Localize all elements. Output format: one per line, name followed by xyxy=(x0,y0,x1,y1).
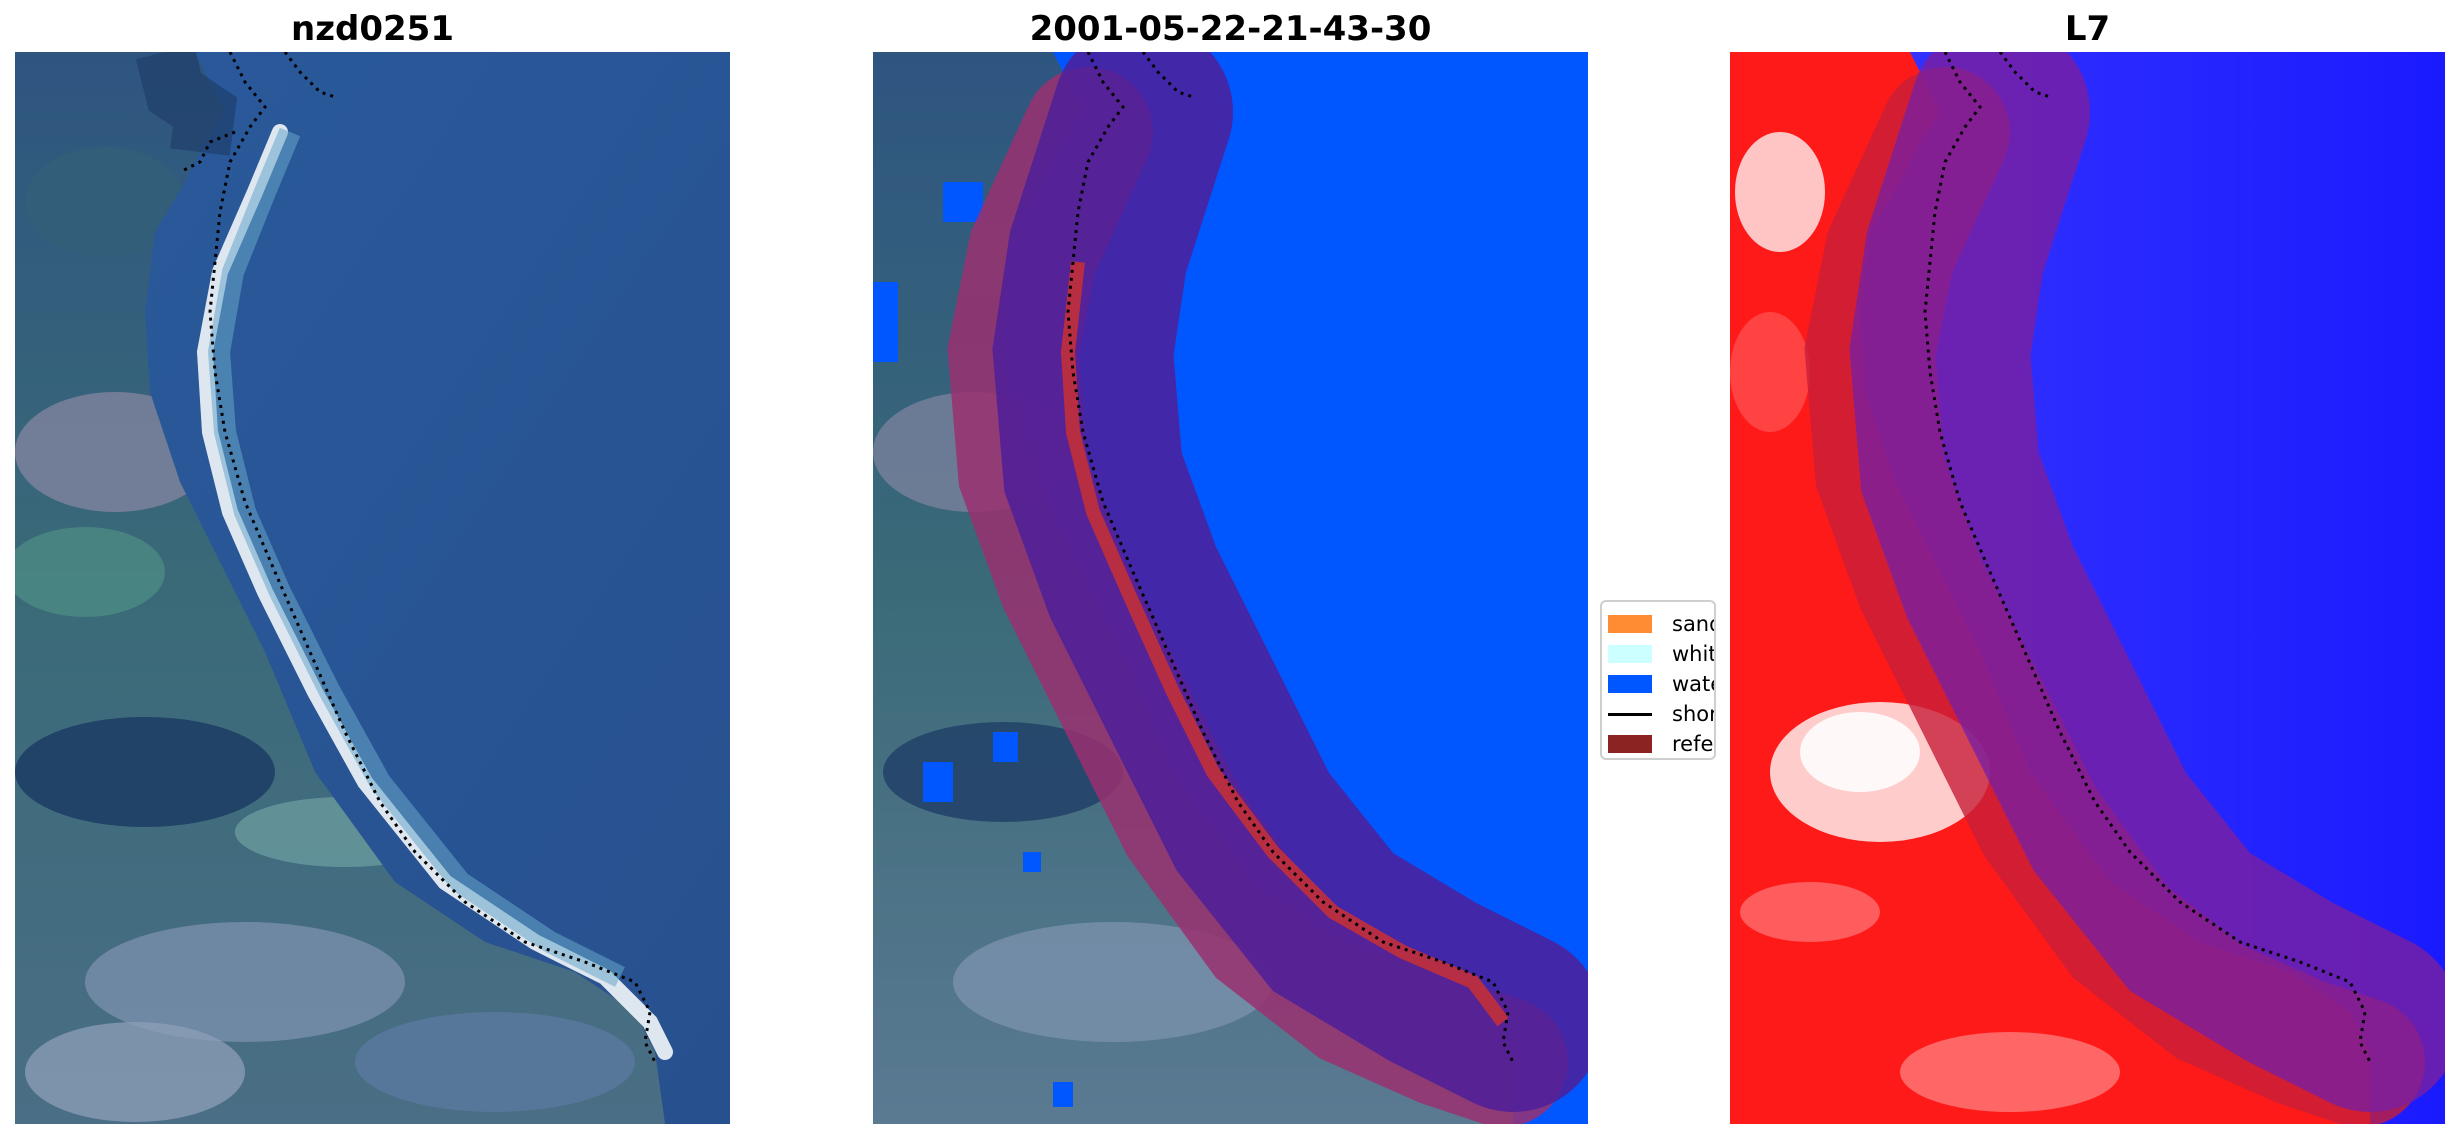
legend-label-reference-buffer: reference shoreline buffer xyxy=(1672,732,1714,756)
rgb-image-panel xyxy=(15,52,730,1124)
shoreline-line xyxy=(179,52,657,1063)
legend-swatch-whitewater xyxy=(1608,645,1652,663)
legend-label-shoreline: shoreline xyxy=(1672,702,1716,726)
panel-title-index: L7 xyxy=(2064,9,2111,49)
legend-swatch-sand xyxy=(1608,615,1652,633)
panel-title-rgb: nzd0251 xyxy=(291,9,454,49)
legend-item-water: water xyxy=(1608,672,1714,696)
legend-label-sand: sand xyxy=(1672,612,1714,636)
legend-item-sand: sand xyxy=(1608,612,1714,636)
index-map xyxy=(1730,52,2445,1124)
legend-label-whitewater: whitewater xyxy=(1672,642,1716,666)
classified-map xyxy=(873,52,1588,1124)
legend-item-reference-buffer: reference shoreline buffer xyxy=(1608,732,1714,756)
rgb-satellite-image xyxy=(15,52,730,1124)
classified-image-panel xyxy=(873,52,1588,1124)
index-shoreline-line xyxy=(1923,52,2372,1063)
legend-swatch-water xyxy=(1608,675,1652,693)
legend-swatch-reference-buffer xyxy=(1608,735,1652,753)
legend-label-water: water xyxy=(1672,672,1714,696)
index-image-panel xyxy=(1730,52,2445,1124)
legend-item-whitewater: whitewater xyxy=(1608,642,1716,666)
legend-swatch-shoreline xyxy=(1608,713,1652,716)
classified-shoreline-line xyxy=(1066,52,1515,1063)
legend-item-shoreline: shoreline xyxy=(1608,702,1716,726)
legend: sand whitewater water shoreline referenc… xyxy=(1600,600,1716,760)
panel-title-classified: 2001-05-22-21-43-30 xyxy=(1029,9,1432,49)
